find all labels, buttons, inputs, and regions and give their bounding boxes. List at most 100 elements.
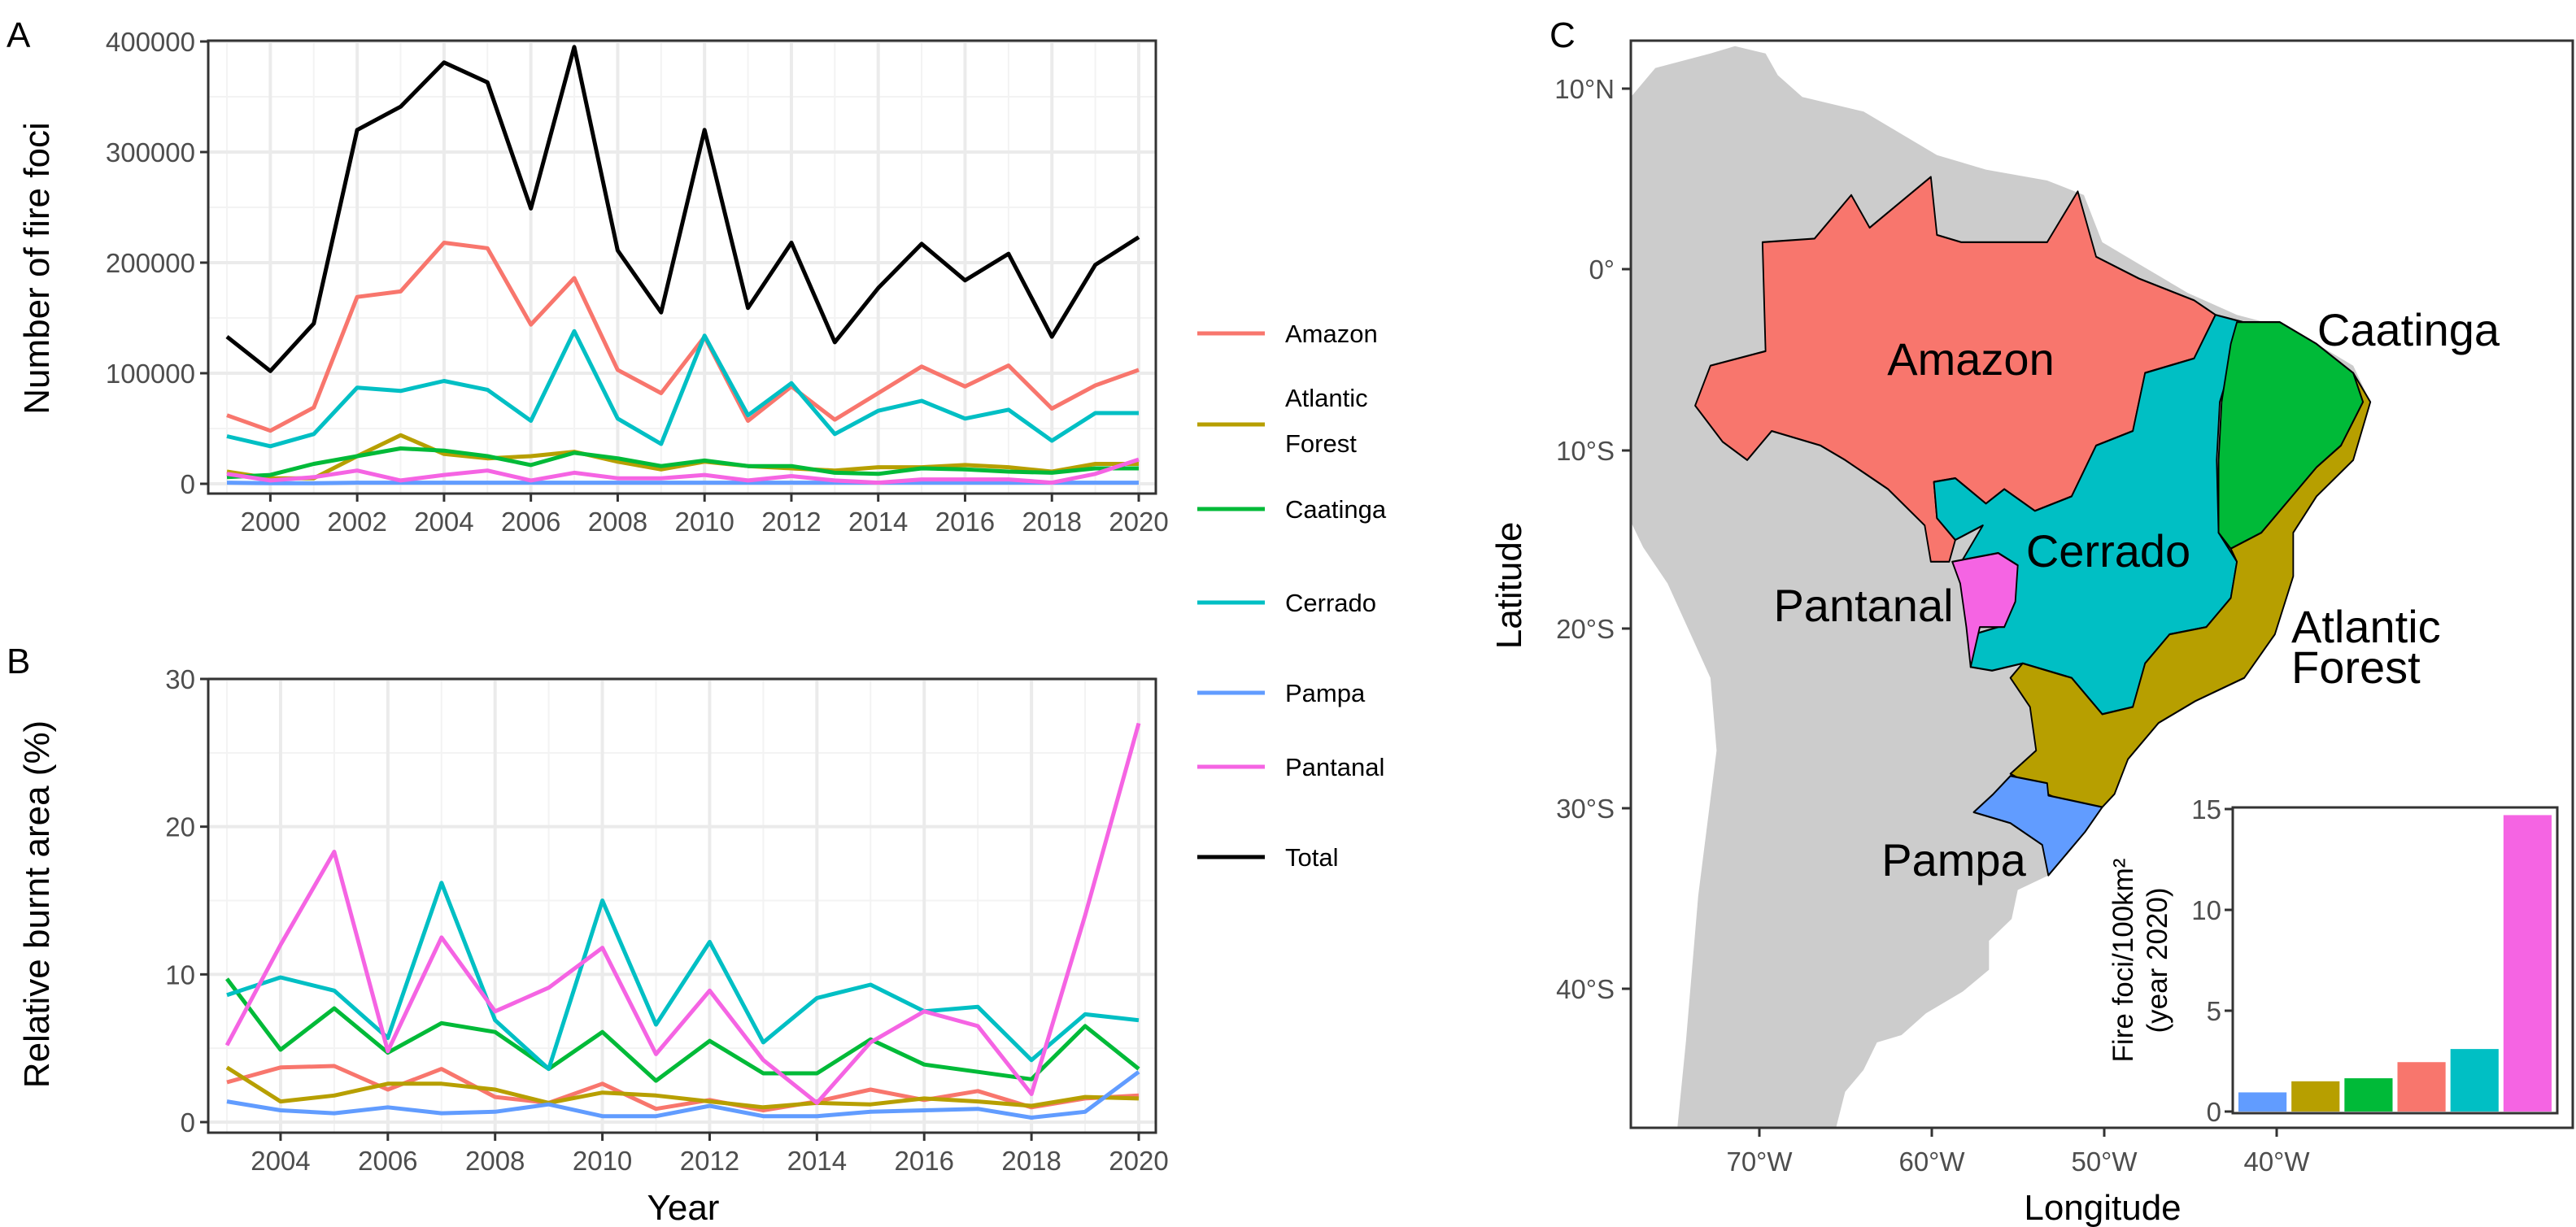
y-tick-label: 400000	[106, 27, 195, 57]
lat-tick-label: 20°S	[1556, 614, 1615, 644]
biome-pampa	[1972, 775, 2103, 877]
lon-tick-label: 60°W	[1898, 1147, 1965, 1177]
x-tick-label: 2018	[1001, 1146, 1061, 1176]
inset-y-tick-label: 10	[2191, 895, 2221, 925]
chart-a-fire-foci: 2000 2002 2004 2006 2008 2010 2012 2014 2016 2018…	[106, 27, 1169, 537]
biome-atlantic-forest	[2009, 372, 2372, 808]
x-tick-label: 2006	[358, 1146, 417, 1176]
y-tick-label: 20	[165, 812, 195, 842]
inset-bar-atlantic-forest	[2291, 1081, 2340, 1112]
chart-b-ylabel: Relative burnt area (%)	[17, 720, 57, 1088]
lat-tick-label: 40°S	[1556, 974, 1615, 1004]
inset-bar-pantanal	[2503, 815, 2552, 1112]
region-label-atlantic-forest-line2: Forest	[2291, 642, 2421, 693]
series-line-pantanal	[224, 722, 1141, 1105]
y-tick-label: 0	[181, 469, 195, 499]
plot-frame	[207, 677, 1157, 1134]
x-tick-label: 2016	[895, 1146, 954, 1176]
lat-tick-label: 10°N	[1554, 74, 1615, 104]
series-line-amazon	[226, 241, 1140, 433]
series-line-pantanal	[226, 457, 1140, 485]
legend-label-atlantic-forest: Atlantic	[1285, 384, 1368, 412]
biome-pantanal	[1951, 551, 2019, 668]
region-label-pampa: Pampa	[1881, 834, 2026, 885]
legend-label-pantanal: Pantanal	[1285, 753, 1384, 781]
series-line-cerrado	[226, 881, 1140, 1072]
lat-tick-label: 0°	[1589, 255, 1615, 285]
inset-background	[2233, 807, 2557, 1113]
x-tick-label: 2016	[935, 507, 995, 537]
x-tick-label: 2004	[251, 1146, 310, 1176]
inset-frame	[2231, 806, 2559, 1115]
inset-bar-chart: 0 5 10 15	[2191, 794, 2559, 1127]
legend-label-amazon: Amazon	[1285, 320, 1378, 348]
x-tick-label: 2008	[588, 507, 647, 537]
inset-bar-cerrado	[2450, 1049, 2499, 1112]
panel-label-a: A	[7, 15, 31, 55]
series-line-caatinga	[225, 977, 1140, 1083]
inset-y-tick-label: 15	[2191, 794, 2221, 825]
inset-y-tick-label: 5	[2207, 996, 2221, 1026]
panel-label-b: B	[7, 642, 30, 681]
y-tick-label: 100000	[106, 359, 195, 389]
series-line-pampa	[226, 1070, 1140, 1120]
x-tick-label: 2020	[1109, 1146, 1168, 1176]
x-tick-label: 2010	[573, 1146, 632, 1176]
series-line-total	[225, 45, 1140, 373]
inset-bar-caatinga	[2344, 1078, 2393, 1112]
map-frame	[1629, 39, 2574, 1129]
lat-tick-label: 10°S	[1556, 436, 1615, 466]
legend: Amazon Atlantic Caatinga Cerrado Pampa Pantan…	[1197, 320, 1387, 872]
panel-label-c: C	[1550, 15, 1576, 55]
series-line-cerrado	[226, 329, 1139, 449]
x-tick-label: 2020	[1109, 507, 1168, 537]
x-tick-label: 2010	[674, 507, 734, 537]
lon-tick-label: 50°W	[2071, 1147, 2138, 1177]
y-tick-label: 10	[165, 959, 195, 990]
inset-bar-pampa	[2238, 1092, 2287, 1112]
series-line-atlantic-forest	[226, 433, 1139, 481]
region-label-pantanal: Pantanal	[1773, 580, 1953, 631]
series-line-atlantic-forest	[225, 1065, 1140, 1110]
legend-label-caatinga: Caatinga	[1285, 495, 1387, 524]
plot-frame	[207, 39, 1157, 495]
chart-a-ylabel: Number of fire foci	[17, 122, 57, 414]
plot-background	[208, 41, 1156, 494]
map-panel: 70°W 60°W 50°W 40°W 10°N 0° 10°S 20°S 30°S 40°S L…	[1489, 39, 2574, 1227]
region-label-cerrado: Cerrado	[2026, 525, 2190, 577]
region-label-atlantic-forest-line1: Atlantic	[2291, 601, 2441, 652]
x-tick-label: 2008	[465, 1146, 525, 1176]
y-tick-label: 200000	[106, 248, 195, 278]
series-line-caatinga	[226, 446, 1139, 480]
legend-label-pampa: Pampa	[1285, 679, 1366, 707]
y-tick-label: 0	[181, 1107, 195, 1138]
chart-b-xlabel: Year	[647, 1188, 720, 1227]
series-line-pampa	[226, 481, 1139, 485]
y-tick-label: 30	[165, 664, 195, 694]
inset-ylabel-line2: (year 2020)	[2142, 888, 2173, 1033]
legend-label-atlantic-forest-line2: Forest	[1285, 429, 1357, 458]
inset-bar-amazon	[2397, 1062, 2446, 1112]
map-ylabel: Latitude	[1489, 522, 1529, 650]
legend-label-cerrado: Cerrado	[1285, 589, 1376, 617]
x-tick-label: 2002	[327, 507, 386, 537]
inset-y-tick-label: 0	[2207, 1097, 2221, 1127]
lon-tick-label: 70°W	[1726, 1147, 1793, 1177]
chart-b-burnt-area: 2004 2006 2008 2010 2012 2014 2016 2018 2020 0 10 2…	[165, 664, 1168, 1176]
region-label-amazon: Amazon	[1887, 333, 2054, 385]
lat-tick-label: 30°S	[1556, 794, 1615, 824]
x-tick-label: 2014	[848, 507, 908, 537]
lon-tick-label: 40°W	[2243, 1147, 2310, 1177]
x-tick-label: 2014	[787, 1146, 847, 1176]
region-label-caatinga: Caatinga	[2317, 304, 2500, 355]
x-tick-label: 2006	[501, 507, 560, 537]
y-tick-label: 300000	[106, 137, 195, 168]
x-tick-label: 2012	[680, 1146, 739, 1176]
x-tick-label: 2018	[1022, 507, 1082, 537]
x-tick-label: 2000	[241, 507, 300, 537]
x-tick-label: 2012	[761, 507, 821, 537]
map-xlabel: Longitude	[2024, 1188, 2181, 1227]
plot-background	[208, 679, 1156, 1133]
inset-ylabel-line1: Fire foci/100km²	[2107, 859, 2139, 1063]
